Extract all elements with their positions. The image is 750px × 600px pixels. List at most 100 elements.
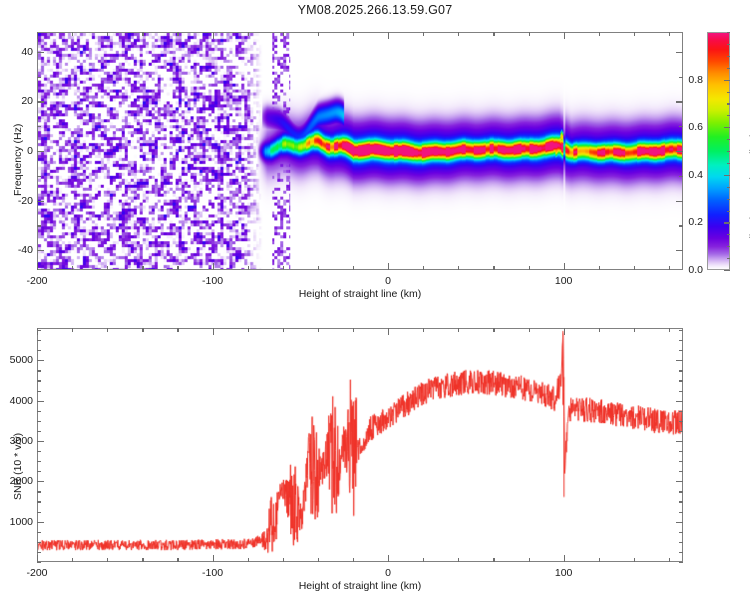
y-minor-tick-right <box>679 330 683 332</box>
x-minor-tick-top <box>423 32 425 36</box>
x-minor-tick-top <box>317 328 320 332</box>
x-minor-tick-top <box>282 32 284 36</box>
x-minor-tick-top <box>352 32 355 36</box>
y-minor-tick <box>37 390 41 392</box>
colorbar-tick-label: 0.2 <box>688 216 703 229</box>
x-minor-tick <box>72 558 74 562</box>
y-minor-tick-right <box>679 340 683 342</box>
x-major-tick <box>37 555 39 562</box>
x-minor-tick-top <box>177 32 179 36</box>
y-major-tick <box>37 360 44 362</box>
x-minor-tick <box>107 266 109 270</box>
snr-plot-area <box>38 329 682 561</box>
y-tick-label: 4000 <box>9 394 33 407</box>
colorbar-minor-tick <box>727 258 730 260</box>
y-major-tick-right <box>676 521 683 523</box>
x-minor-tick <box>317 266 320 270</box>
colorbar-minor-tick <box>727 139 730 141</box>
y-major-tick <box>37 101 44 103</box>
x-tick-label: 100 <box>554 567 573 579</box>
y-tick-label: -20 <box>17 194 33 207</box>
colorbar-tick-label: 0.8 <box>688 73 703 86</box>
y-minor-tick <box>37 350 41 352</box>
x-minor-tick-top <box>107 328 109 332</box>
x-minor-tick-top <box>142 32 144 36</box>
y-major-tick-right <box>676 360 683 362</box>
x-major-tick <box>563 263 565 270</box>
colorbar-minor-tick <box>727 55 730 57</box>
x-minor-tick <box>668 558 671 562</box>
y-major-tick <box>37 400 44 402</box>
y-major-tick-right <box>676 51 683 54</box>
y-minor-tick <box>37 225 41 227</box>
y-major-tick-right <box>676 250 683 252</box>
y-minor-tick <box>37 511 41 513</box>
x-minor-tick-top <box>282 328 284 332</box>
y-minor-tick-right <box>679 551 683 554</box>
y-minor-tick-right <box>679 541 683 543</box>
colorbar-minor-tick <box>727 67 730 69</box>
x-major-tick-top <box>563 328 565 335</box>
y-minor-tick <box>37 430 41 433</box>
spectrogram-x-axis-label: Height of straight line (km) <box>298 288 422 300</box>
y-minor-tick-right <box>679 471 683 473</box>
x-major-tick-top <box>388 32 390 39</box>
x-minor-tick-top <box>458 328 460 332</box>
y-major-tick-right <box>676 151 683 153</box>
x-minor-tick <box>247 266 249 270</box>
x-tick-label: -200 <box>26 567 48 579</box>
x-minor-tick <box>177 558 179 562</box>
y-minor-tick-right <box>679 380 683 382</box>
x-minor-tick-top <box>528 328 530 332</box>
colorbar-tick-label: 0.0 <box>688 264 703 276</box>
x-minor-tick-top <box>352 328 355 332</box>
y-tick-label: 3000 <box>9 434 33 447</box>
snr-panel[interactable] <box>37 328 683 562</box>
x-major-tick-top <box>388 328 390 335</box>
x-minor-tick-top <box>598 328 600 332</box>
x-minor-tick <box>528 266 530 270</box>
x-minor-tick <box>458 266 460 270</box>
colorbar-minor-tick <box>727 234 730 236</box>
y-minor-tick <box>37 330 41 332</box>
x-minor-tick <box>598 266 600 270</box>
y-major-tick-right <box>676 481 683 483</box>
y-major-tick <box>37 521 44 523</box>
y-major-tick-right <box>676 101 683 103</box>
spectrogram-panel[interactable] <box>37 32 683 270</box>
y-minor-tick-right <box>679 451 683 453</box>
colorbar-minor-tick <box>727 210 730 212</box>
y-minor-tick <box>37 461 41 463</box>
colorbar-minor-tick <box>727 32 730 34</box>
y-tick-label: 1000 <box>9 515 33 528</box>
colorbar-tick-label: 0.4 <box>688 168 703 181</box>
y-major-tick <box>37 440 44 443</box>
x-minor-tick-top <box>633 328 636 332</box>
x-tick-label: -100 <box>202 275 224 287</box>
x-minor-tick <box>177 266 179 270</box>
x-major-tick-top <box>212 328 214 335</box>
x-major-tick <box>212 555 214 562</box>
x-major-tick-top <box>563 32 565 39</box>
y-major-tick <box>37 250 44 252</box>
x-major-tick-top <box>212 32 214 39</box>
colorbar-minor-tick <box>727 91 730 93</box>
x-tick-label: -200 <box>26 275 48 287</box>
x-minor-tick-top <box>528 32 530 36</box>
y-tick-label: 2000 <box>9 475 33 488</box>
y-minor-tick-right <box>679 531 683 533</box>
y-major-tick <box>37 51 44 54</box>
y-minor-tick <box>37 491 41 493</box>
x-minor-tick <box>282 558 284 562</box>
x-minor-tick-top <box>177 328 179 332</box>
y-major-tick <box>37 481 44 483</box>
x-minor-tick-top <box>598 32 600 36</box>
y-minor-tick-right <box>679 491 683 493</box>
y-minor-tick <box>37 541 41 543</box>
x-minor-tick <box>423 266 425 270</box>
y-minor-tick-right <box>679 350 683 352</box>
colorbar-minor-tick <box>727 43 730 46</box>
x-minor-tick <box>352 266 355 270</box>
x-minor-tick <box>107 558 109 562</box>
x-minor-tick-top <box>72 328 74 332</box>
